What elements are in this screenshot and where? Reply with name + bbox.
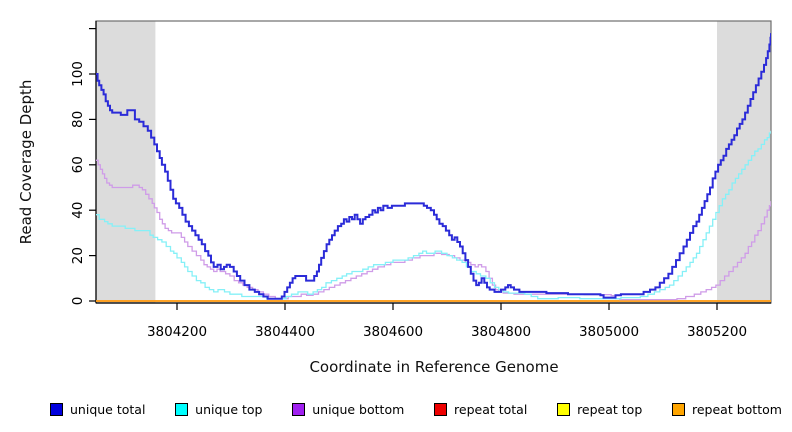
x-tick-label: 3805200 [687,324,747,340]
coverage-plot: 0 20 40 60 80 100 3804200 3804400 3804600 3804800… [70,20,772,340]
x-tick-label: 3804400 [255,324,315,340]
legend-swatch-repeat_top [557,402,571,416]
x-tick-label: 3804200 [147,324,207,340]
legend-swatch-unique_top [175,402,189,416]
legend-item-repeat_bottom: repeat bottom [672,402,782,417]
masked-region-band-1 [717,21,771,303]
y-tick-label: 0 [70,297,86,306]
x-tick-label: 3804600 [363,324,423,340]
y-tick-label: 80 [70,111,86,128]
y-tick-label: 100 [70,61,86,87]
masked-region-band-0 [96,21,156,303]
y-axis-title: Read Coverage Depth [17,79,35,245]
legend-label-unique_total: unique total [70,401,146,417]
legend-item-unique_total: unique total [50,402,145,417]
legend-swatch-repeat_total [434,402,448,416]
series-line-unique_top [96,130,771,300]
legend-swatch-unique_bottom [292,402,306,416]
legend-label-repeat_total: repeat total [454,401,528,417]
legend-label-repeat_bottom: repeat bottom [692,401,782,417]
legend-item-repeat_total: repeat total [434,402,527,417]
plot-box [95,20,772,304]
legend-swatch-repeat_bottom [672,402,685,416]
legend-item-repeat_top: repeat top [557,402,642,417]
legend-item-unique_top: unique top [175,402,262,417]
series-line-unique_total [96,33,771,300]
legend-swatch-unique_total [50,402,63,416]
x-tick-label: 3805000 [579,324,639,340]
legend-label-unique_top: unique top [195,401,263,417]
y-tick-label: 20 [70,247,86,264]
y-tick-label: 60 [70,156,86,173]
x-axis-title: Coordinate in Reference Genome [309,358,559,376]
legend-item-unique_bottom: unique bottom [292,402,404,417]
y-tick-label: 40 [70,202,86,219]
series-group [96,33,771,302]
legend-label-unique_bottom: unique bottom [312,401,405,417]
legend-label-repeat_top: repeat top [577,401,643,417]
legend: unique total unique top unique bottom repea… [0,397,792,421]
series-line-unique_bottom [96,159,771,301]
x-tick-label: 3804800 [471,324,531,340]
